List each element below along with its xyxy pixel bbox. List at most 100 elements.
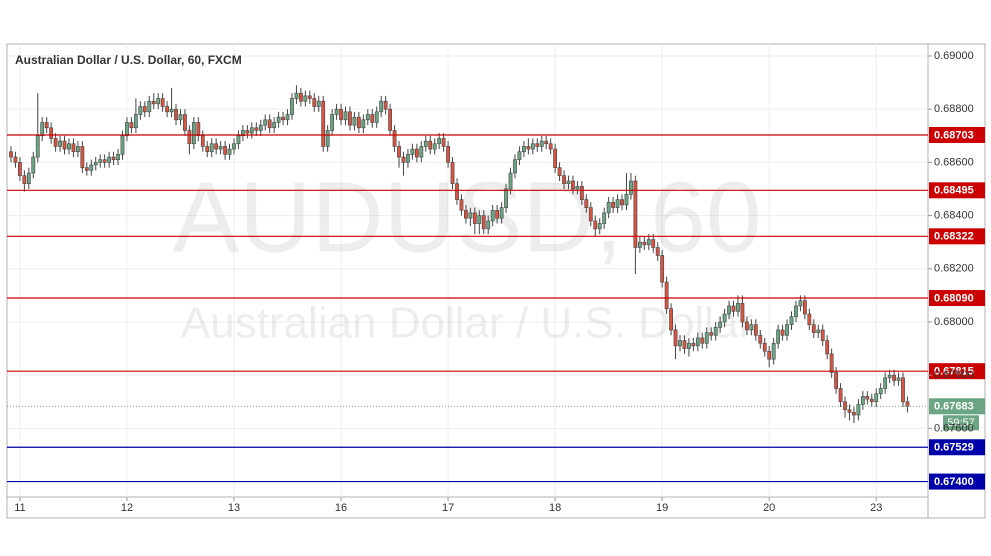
level-label-box (929, 363, 985, 380)
candle-body (245, 130, 250, 134)
candle-body (227, 148, 232, 155)
candle-body (718, 321, 723, 328)
candle-body (606, 201, 611, 214)
x-tick-label: 23 (870, 502, 882, 514)
candle-body (339, 108, 343, 121)
candle-body (499, 207, 504, 219)
candle-body (905, 401, 910, 407)
x-tick-label: 18 (549, 502, 561, 514)
candle-body (539, 140, 544, 147)
candle-body (709, 332, 714, 336)
candle-body (477, 215, 482, 224)
candle-body (138, 106, 143, 115)
candle-body (151, 100, 156, 105)
candle-body (562, 175, 566, 184)
candle-body (811, 324, 816, 333)
candle-body (294, 92, 299, 99)
candle-body (125, 122, 129, 137)
x-tick-label: 13 (228, 502, 240, 514)
candle-body (530, 143, 535, 150)
candle-body (218, 146, 223, 150)
candle-body (731, 305, 736, 312)
candle-body (249, 127, 254, 134)
candle-body (883, 377, 888, 389)
level-label-box (929, 439, 985, 456)
candle-body (736, 303, 740, 312)
candle-body (865, 396, 870, 400)
candle-body (602, 212, 607, 224)
candle-body (446, 146, 450, 163)
candle-body (9, 151, 13, 158)
level-label: 0.68495 (929, 182, 985, 199)
candle-body (321, 100, 326, 147)
candle-body (183, 114, 187, 131)
candle-body (267, 119, 272, 129)
candle-body (53, 138, 58, 147)
candle-body (58, 140, 62, 147)
candle-body (392, 130, 397, 147)
candle-body (356, 116, 361, 129)
candle-body (495, 209, 500, 219)
candle-body (49, 127, 54, 139)
candle-body (298, 92, 303, 102)
candle-body (191, 122, 196, 145)
candle-body (174, 108, 178, 121)
candle-body (798, 300, 803, 307)
candle-body (401, 156, 406, 163)
countdown-text: 59:57 (947, 417, 975, 429)
x-tick-label: 16 (335, 502, 347, 514)
candle-body (285, 114, 290, 121)
candle-body (901, 377, 905, 403)
candle-body (673, 329, 678, 347)
candle-body (629, 180, 633, 195)
candle-body (682, 340, 687, 349)
candle-body (241, 130, 245, 137)
candle-body (276, 116, 281, 123)
candle-body (263, 119, 268, 126)
candle-body (615, 199, 620, 208)
x-tick-label: 12 (121, 502, 133, 514)
candle-body (486, 220, 491, 230)
level-label: 0.68703 (929, 126, 985, 143)
y-tick-label: 0.68800 (934, 103, 974, 115)
candle-body (165, 106, 170, 113)
candle-body (816, 329, 821, 333)
candle-body (843, 401, 847, 411)
candle-body (26, 172, 31, 184)
candle-body (187, 130, 192, 145)
level-label: 0.68322 (929, 228, 985, 245)
level-label-box (929, 290, 985, 307)
candle-body (13, 156, 18, 163)
level-label-box (929, 473, 985, 490)
candle-body (740, 303, 745, 323)
candle-body (597, 223, 602, 230)
candle-body (896, 377, 901, 381)
level-label-text: 0.68703 (934, 129, 974, 141)
level-label-box (929, 228, 985, 245)
candle-body (254, 127, 259, 131)
candle-body (258, 124, 263, 131)
candle-body (856, 404, 861, 416)
last-price-label-text: 0.67683 (934, 401, 974, 413)
candle-body (196, 122, 201, 137)
candle-body (133, 114, 138, 129)
level-label: 0.67529 (929, 439, 985, 456)
candle-body (802, 300, 807, 315)
candle-body (780, 329, 785, 336)
candle-body (330, 114, 335, 131)
candle-body (129, 122, 134, 129)
y-tick-label: 0.69000 (934, 50, 974, 62)
watermark-name: Australian Dollar / U.S. Dollar (181, 299, 753, 348)
candle-body (660, 255, 665, 283)
candle-body (223, 146, 227, 155)
candle-body (687, 342, 691, 349)
candle-body (727, 305, 731, 315)
axis: 0.69000 0.68800 0.68600 0.68400 0.68200 0.680… (14, 50, 974, 514)
candle-body (423, 140, 428, 147)
level-label: 0.67400 (929, 473, 985, 490)
candle-body (887, 374, 892, 379)
candle-body (200, 135, 205, 147)
candle-body (517, 151, 522, 161)
